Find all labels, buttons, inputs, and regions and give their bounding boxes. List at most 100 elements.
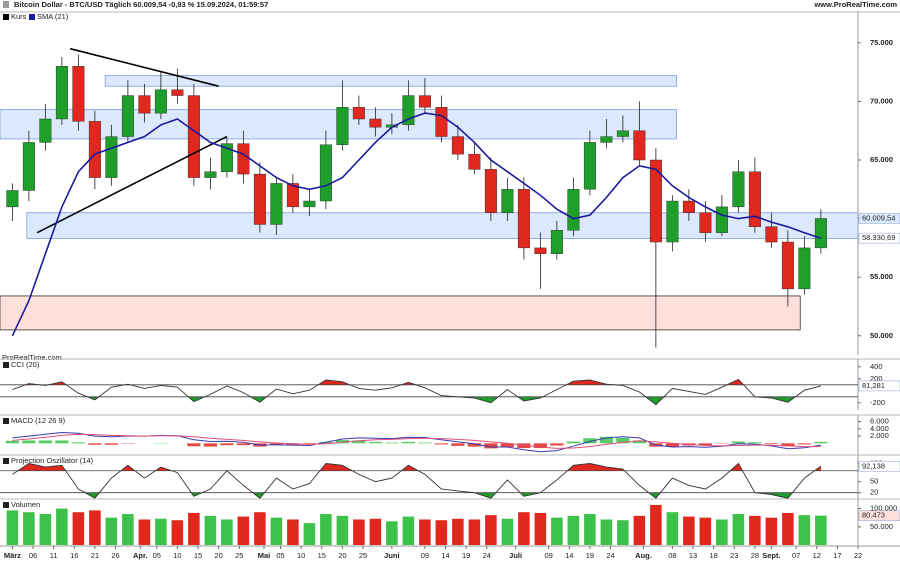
y-tick-label: 4.000 (870, 424, 889, 433)
candle-body (649, 159, 662, 243)
candle-body (88, 121, 101, 178)
volume-bar (138, 519, 151, 545)
histogram-bar (236, 443, 250, 446)
volume-bar (122, 514, 134, 545)
volume-bar (369, 518, 382, 545)
y-tick-label: 400 (870, 362, 883, 371)
level-fill (12, 396, 821, 405)
panel-icon (3, 418, 9, 424)
level-fill (12, 492, 821, 499)
volume-bar (782, 512, 794, 545)
panel-title: MACD (12 26 9) (11, 416, 66, 425)
candle-body (270, 183, 283, 225)
volume-bar (402, 516, 415, 545)
candle-body (451, 136, 464, 155)
histogram-bar (583, 438, 597, 444)
plot (6, 504, 827, 545)
x-tick-label: 06 (29, 551, 37, 560)
candle-body (567, 189, 580, 231)
candle-body (550, 230, 563, 254)
y-tick-label: 65.000 (870, 155, 893, 164)
x-tick-label: 25 (359, 551, 367, 560)
candle-body (138, 95, 151, 114)
volume-bar (155, 518, 167, 545)
histogram-bar (781, 443, 795, 447)
candle-body (286, 183, 299, 208)
candle-body (814, 218, 827, 249)
x-tick-label: 13 (689, 551, 697, 560)
x-tick-label: Mai (258, 551, 271, 560)
volume-bar (716, 519, 728, 545)
legend-swatch (3, 14, 9, 20)
plot (0, 462, 858, 499)
last-value-box (858, 380, 900, 392)
candle-body (699, 212, 712, 233)
volume-bar (765, 517, 778, 545)
histogram-bar (451, 443, 465, 446)
indicator-line (12, 433, 821, 449)
volume-bar (683, 516, 695, 545)
histogram-bar (665, 443, 679, 447)
histogram-bar (764, 443, 778, 445)
volume-bar (518, 512, 530, 545)
volume-bar (270, 517, 283, 545)
volume-bar (72, 512, 85, 545)
x-tick-label: 20 (214, 551, 222, 560)
candle-body (666, 200, 679, 243)
histogram-bar (302, 443, 316, 445)
volume-bar (666, 512, 679, 545)
x-tick-label: 25 (235, 551, 243, 560)
histogram-bar (797, 443, 811, 445)
volume-bar (336, 515, 349, 545)
candle-body (633, 130, 646, 161)
candle-body (765, 226, 778, 243)
volume-bar (320, 514, 332, 545)
icon (3, 1, 9, 8)
x-tick-label: 22 (854, 551, 862, 560)
histogram-bar (22, 440, 36, 444)
volume-bar (468, 519, 481, 545)
histogram-bar (220, 443, 234, 446)
last-value-box (858, 461, 900, 472)
x-tick-label: 05 (276, 551, 284, 560)
legend-swatch (29, 14, 35, 20)
candle-body (303, 200, 316, 208)
panel-icon (3, 458, 9, 464)
histogram-bar (187, 443, 201, 447)
histogram-bar (434, 443, 448, 445)
histogram-bar (484, 443, 498, 449)
x-tick-label: Sept. (762, 551, 780, 560)
volume-bar (287, 519, 299, 545)
histogram-bar (88, 443, 102, 445)
candle-body (616, 130, 629, 137)
candle-body (336, 107, 349, 145)
volume-bar (204, 515, 217, 545)
x-tick-label: März (4, 551, 21, 560)
candle-body (534, 247, 547, 254)
histogram-bar (269, 443, 283, 446)
chart-title: Bitcoin Dollar - BTC/USD Täglich 60.009,… (14, 0, 268, 9)
x-tick-label: 14 (565, 551, 573, 560)
y-tick-label: 75.000 (870, 38, 893, 47)
indicator-line (12, 378, 822, 406)
x-tick-label: 11 (50, 551, 58, 560)
watermark: ProRealTime.com (2, 353, 62, 362)
volume-bar (551, 517, 563, 545)
candle-body (171, 89, 184, 96)
x-tick-label: 20 (338, 551, 346, 560)
volume-bar (600, 519, 613, 545)
candle-body (55, 66, 68, 120)
histogram-bar (698, 443, 712, 446)
x-tick-label: 24 (606, 551, 614, 560)
volume-bar (386, 521, 398, 545)
volume-bar (6, 510, 19, 545)
volume-bar (303, 523, 316, 545)
histogram-bar (55, 440, 69, 444)
last-value-box (858, 510, 900, 521)
y-tick-label: 6.000 (870, 417, 889, 426)
source: www.ProRealTime.com (813, 0, 897, 9)
y-tick-label: 100.000 (870, 504, 897, 513)
legend-label: SMA (21) (37, 12, 69, 21)
candle-body (39, 118, 52, 143)
